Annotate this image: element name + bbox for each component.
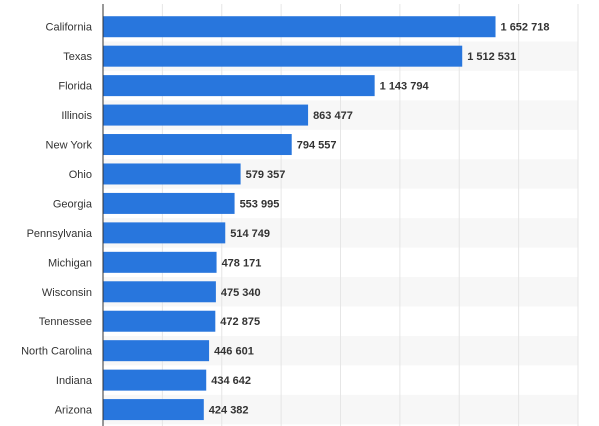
category-label: Ohio bbox=[69, 169, 92, 181]
bar[interactable] bbox=[103, 104, 309, 126]
bars bbox=[103, 16, 496, 421]
bar[interactable] bbox=[103, 251, 217, 273]
bar[interactable] bbox=[103, 340, 210, 362]
bar[interactable] bbox=[103, 163, 241, 185]
category-label: Georgia bbox=[53, 198, 93, 210]
category-label: Florida bbox=[58, 81, 93, 93]
bar[interactable] bbox=[103, 399, 204, 421]
value-label: 478 171 bbox=[222, 257, 262, 269]
bar[interactable] bbox=[103, 16, 496, 38]
value-label: 514 749 bbox=[230, 228, 270, 240]
category-label: New York bbox=[46, 140, 93, 152]
value-label: 472 875 bbox=[220, 316, 260, 328]
category-label: Arizona bbox=[55, 405, 93, 417]
category-label: Illinois bbox=[61, 110, 92, 122]
category-label: Michigan bbox=[48, 257, 92, 269]
bar[interactable] bbox=[103, 310, 216, 332]
category-label: Tennessee bbox=[39, 316, 92, 328]
value-label: 1 512 531 bbox=[467, 51, 516, 63]
value-label: 1 143 794 bbox=[380, 81, 430, 93]
bar[interactable] bbox=[103, 45, 463, 67]
bar[interactable] bbox=[103, 222, 226, 244]
value-label: 579 357 bbox=[246, 169, 286, 181]
value-label: 475 340 bbox=[221, 287, 261, 299]
value-label: 553 995 bbox=[240, 198, 280, 210]
category-labels: California Texas Florida Illinois New York Oh… bbox=[21, 22, 93, 417]
value-labels: 1 652 718 1 512 531 1 143 794 863 477 794 55… bbox=[209, 22, 550, 417]
bar[interactable] bbox=[103, 75, 375, 97]
bar[interactable] bbox=[103, 134, 292, 156]
value-label: 434 642 bbox=[211, 375, 251, 387]
bar[interactable] bbox=[103, 281, 216, 303]
category-label: Indiana bbox=[56, 375, 93, 387]
value-label: 1 652 718 bbox=[501, 22, 550, 34]
bar[interactable] bbox=[103, 369, 207, 391]
bar[interactable] bbox=[103, 192, 235, 214]
value-label: 424 382 bbox=[209, 405, 249, 417]
category-label: Pennsylvania bbox=[27, 228, 93, 240]
category-label: Wisconsin bbox=[42, 287, 92, 299]
value-label: 794 557 bbox=[297, 140, 337, 152]
category-label: North Carolina bbox=[21, 346, 93, 358]
value-label: 446 601 bbox=[214, 346, 254, 358]
category-label: Texas bbox=[63, 51, 92, 63]
value-label: 863 477 bbox=[313, 110, 353, 122]
category-label: California bbox=[46, 22, 93, 34]
